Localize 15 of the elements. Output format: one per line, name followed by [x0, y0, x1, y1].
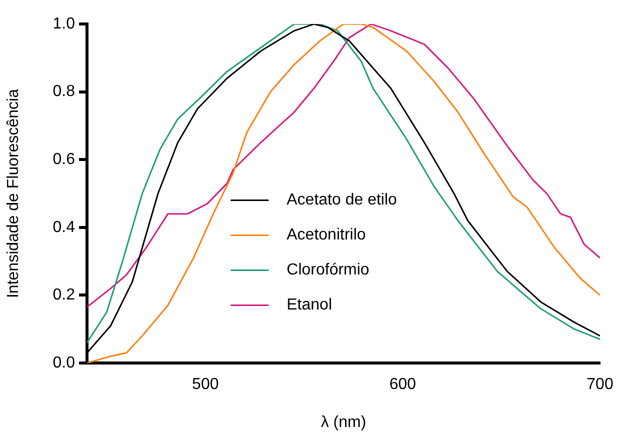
x-tick-label: 500 [192, 376, 219, 394]
y-axis-title: Intensidade de Fluorescência [5, 88, 22, 298]
legend-label: Acetato de etilo [286, 192, 398, 209]
y-tick-label: 0.6 [52, 151, 76, 168]
x-tick-label: 700 [586, 376, 614, 394]
y-tick-label: 0.2 [52, 286, 76, 304]
legend-label: Acetonitrilo [286, 226, 366, 244]
x-tick-label: 600 [389, 376, 416, 394]
y-tick-label: 1.0 [52, 15, 76, 32]
legend-label: Etanol [286, 296, 332, 314]
y-tick-label: 0.8 [52, 83, 76, 100]
legend-label: Clorofórmio [286, 262, 370, 279]
y-tick-label: 0.4 [52, 218, 76, 236]
x-axis-title: λ (nm) [320, 414, 366, 431]
y-tick-label: 0.0 [52, 354, 76, 372]
